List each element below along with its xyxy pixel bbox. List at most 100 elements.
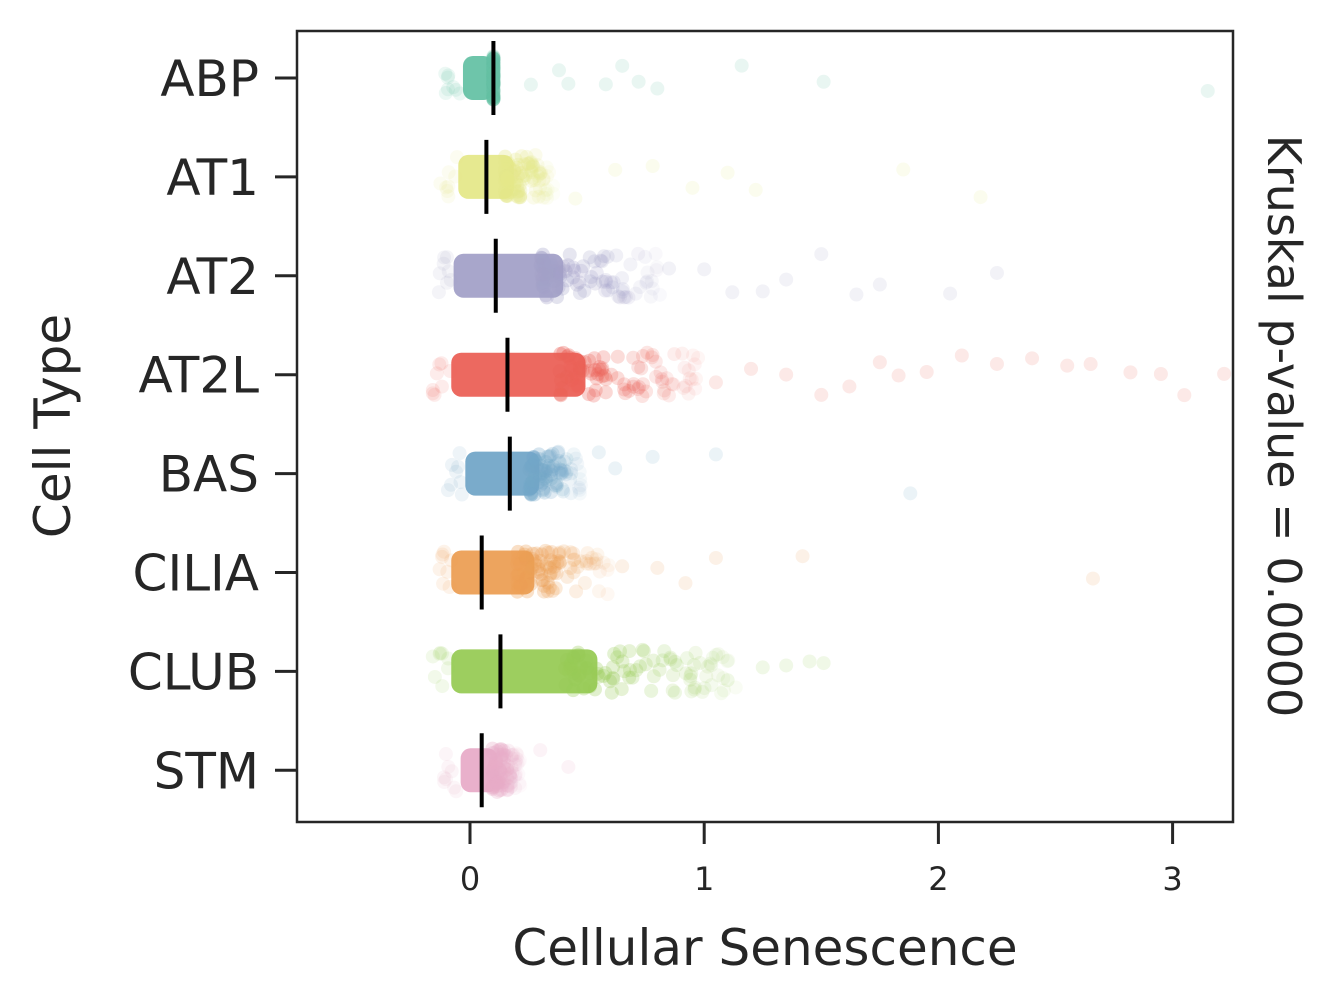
point-at1 (539, 160, 554, 175)
point-at2 (548, 264, 563, 279)
point-bas (531, 447, 546, 462)
outlier-point-at2 (755, 284, 770, 299)
point-cilia (437, 544, 452, 559)
point-bas (538, 464, 553, 479)
point-at2 (615, 282, 630, 297)
point-at1 (530, 158, 545, 173)
point-at2l (425, 383, 440, 398)
point-bas (538, 470, 553, 485)
point-cilia (552, 545, 567, 560)
point-stm (513, 778, 528, 793)
point-bas (526, 450, 541, 465)
point-bas (453, 475, 468, 490)
point-cilia (540, 584, 555, 599)
point-at2 (611, 289, 626, 304)
point-bas (559, 452, 574, 467)
point-bas (550, 445, 565, 460)
point-at1 (530, 168, 545, 183)
point-club (425, 649, 440, 664)
point-cilia (527, 554, 542, 569)
point-club (646, 669, 661, 684)
point-at1 (524, 163, 539, 178)
outlier-point-abp (551, 63, 566, 78)
point-at1 (536, 190, 551, 205)
point-at2l (553, 346, 568, 361)
point-at1 (507, 163, 522, 178)
point-stm (449, 784, 464, 799)
point-at2 (583, 274, 598, 289)
outlier-point-abp (615, 58, 630, 73)
point-stm (493, 752, 508, 767)
point-bas (538, 455, 553, 470)
outlier-point-at2 (725, 285, 740, 300)
point-cilia (444, 553, 459, 568)
point-at1 (539, 190, 554, 205)
point-bas (573, 478, 588, 493)
point-at1 (500, 171, 515, 186)
point-bas (543, 448, 558, 463)
point-at2l (649, 369, 664, 384)
point-cilia (510, 584, 525, 599)
point-bas (526, 451, 541, 466)
point-at2l (588, 383, 603, 398)
point-club (558, 661, 573, 676)
point-at2l (622, 383, 637, 398)
point-cilia (577, 576, 592, 591)
outlier-point-club (802, 654, 817, 669)
point-at1 (540, 169, 555, 184)
point-stm (506, 747, 521, 762)
point-club (646, 653, 661, 668)
point-stm (497, 764, 512, 779)
point-bas (557, 454, 572, 469)
point-at2 (551, 280, 566, 295)
point-club (560, 653, 575, 668)
point-at2l (688, 381, 703, 396)
point-stm (493, 742, 508, 757)
point-cilia (542, 568, 557, 583)
point-at2 (533, 257, 548, 272)
point-bas (527, 487, 542, 502)
outlier-point-at2l (872, 355, 887, 370)
point-stm (491, 747, 506, 762)
outlier-point-at1 (685, 180, 700, 195)
point-at2l (644, 350, 659, 365)
point-at2 (553, 270, 568, 285)
point-stm (499, 762, 514, 777)
point-at1 (524, 160, 539, 175)
point-bas (549, 476, 564, 491)
point-at2 (567, 263, 582, 278)
point-at1 (546, 178, 561, 193)
dense-points-at2 (453, 253, 564, 298)
point-at2l (626, 377, 641, 392)
point-bas (526, 450, 541, 465)
point-bas (564, 466, 579, 481)
point-stm (504, 770, 519, 785)
point-at2 (600, 249, 615, 264)
point-at1 (441, 165, 456, 180)
point-bas (528, 453, 543, 468)
point-bas (540, 449, 555, 464)
point-cilia (545, 583, 560, 598)
point-cilia (523, 565, 538, 580)
point-at2l (597, 368, 612, 383)
point-at2 (536, 262, 551, 277)
point-bas (540, 469, 555, 484)
outlier-point-at2l (708, 375, 723, 390)
point-at2 (560, 273, 575, 288)
point-stm (505, 765, 520, 780)
point-cilia (531, 564, 546, 579)
point-bas (535, 475, 550, 490)
y-tick-label-stm: STM (154, 742, 259, 800)
point-at1 (519, 149, 534, 164)
point-at2l (626, 379, 641, 394)
point-at2 (604, 275, 619, 290)
point-cilia (542, 580, 557, 595)
point-cilia (569, 584, 584, 599)
point-at2 (574, 263, 589, 278)
point-club (564, 656, 579, 671)
point-at2 (562, 247, 577, 262)
point-club (652, 662, 667, 677)
outlier-point-at2l (842, 379, 857, 394)
point-club (684, 684, 699, 699)
point-club (598, 666, 613, 681)
